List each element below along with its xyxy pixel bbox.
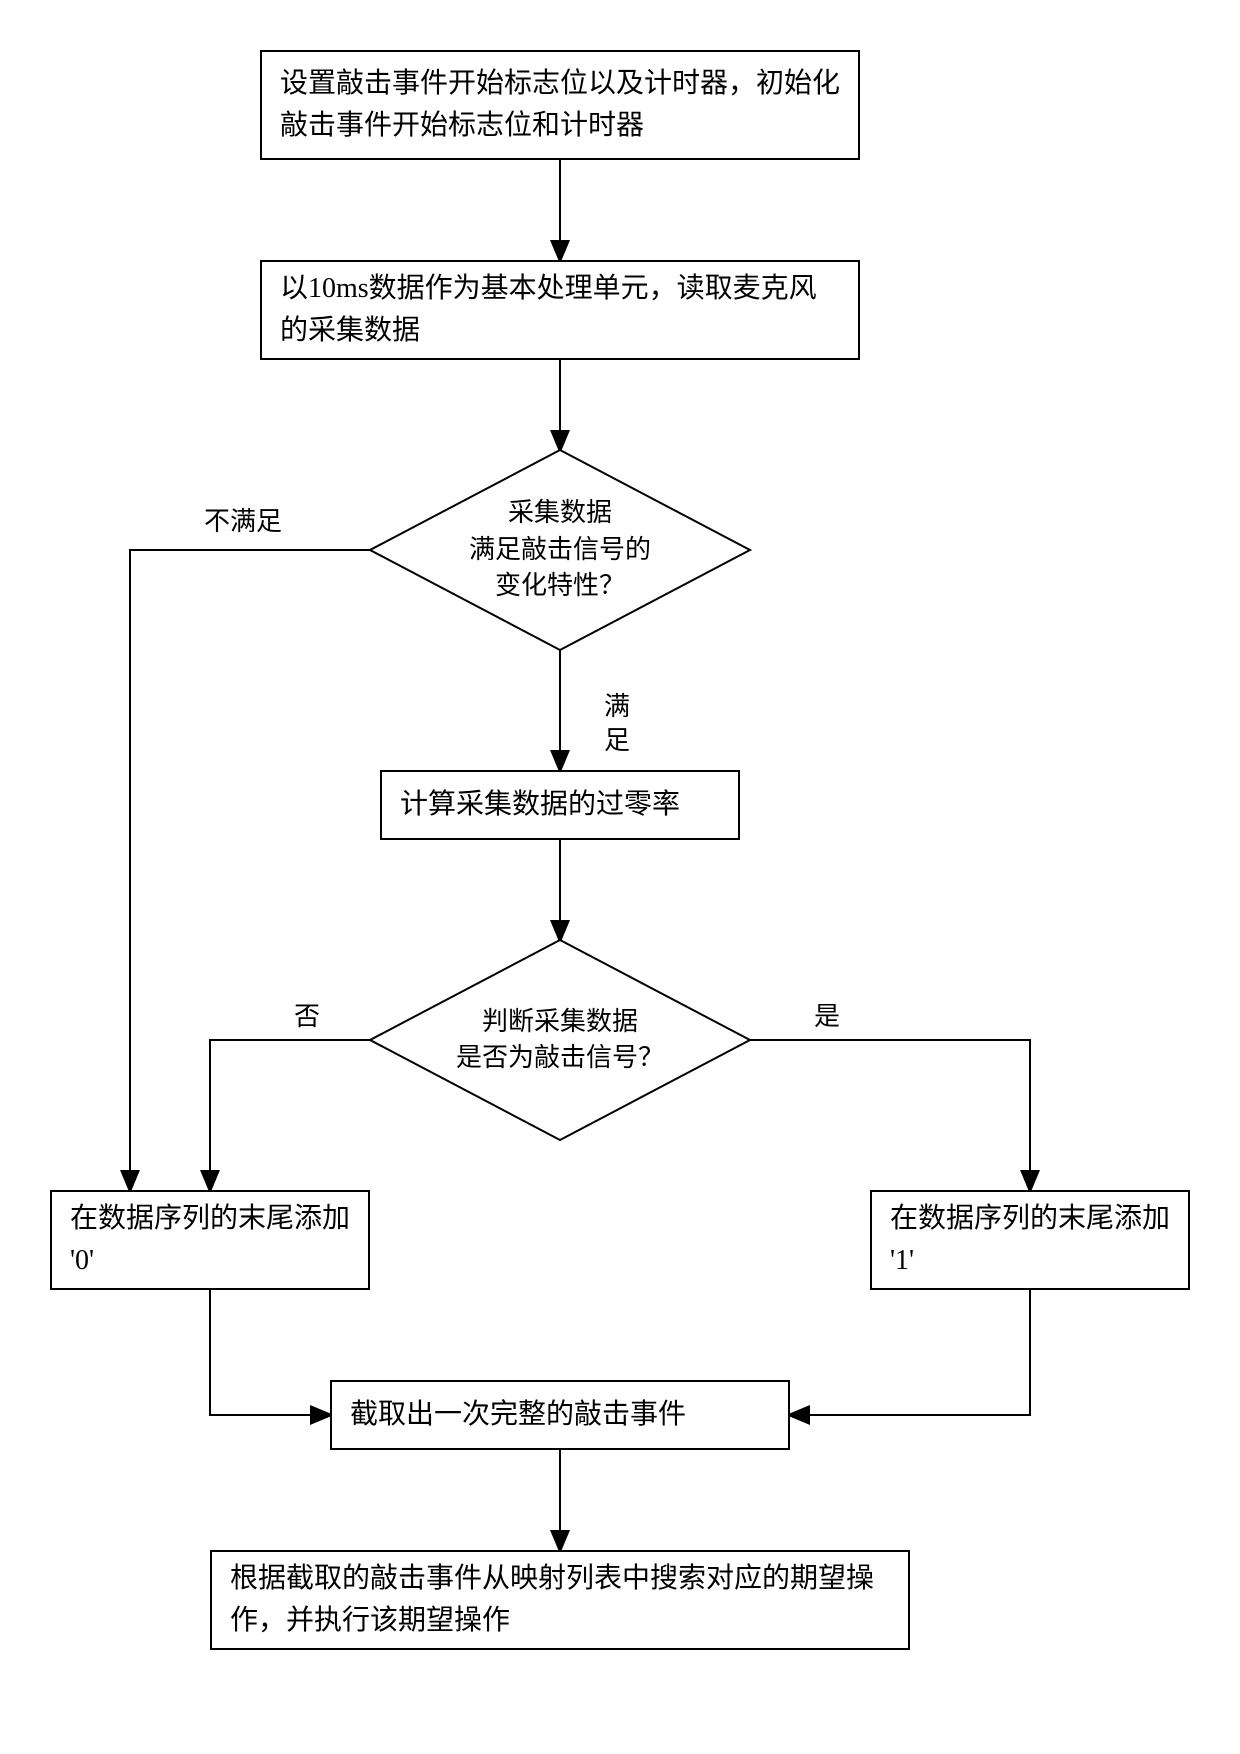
edge-label-3: 不满足 (200, 505, 286, 539)
box-text: 根据截取的敲击事件从映射列表中搜索对应的期望操作，并执行该期望操作 (230, 1558, 890, 1642)
edge-d2-n4a (210, 1040, 370, 1190)
flowchart-box-n3: 计算采集数据的过零率 (380, 770, 740, 840)
edge-label-5: 否 (290, 1000, 324, 1034)
edge-d1-n4a (130, 550, 370, 1190)
flowchart-box-n5: 截取出一次完整的敲击事件 (330, 1380, 790, 1450)
box-text: 设置敲击事件开始标志位以及计时器，初始化敲击事件开始标志位和计时器 (280, 63, 840, 147)
flowchart-box-n4b: 在数据序列的末尾添加 '1' (870, 1190, 1190, 1290)
box-text: 在数据序列的末尾添加 '1' (890, 1198, 1170, 1282)
flowchart-box-n4a: 在数据序列的末尾添加 '0' (50, 1190, 370, 1290)
diamond-text: 采集数据 满足敲击信号的 变化特性？ (469, 495, 651, 604)
edge-d2-n4b (750, 1040, 1030, 1190)
edge-label-6: 是 (810, 1000, 844, 1034)
flowchart-box-n6: 根据截取的敲击事件从映射列表中搜索对应的期望操作，并执行该期望操作 (210, 1550, 910, 1650)
box-text: 计算采集数据的过零率 (400, 784, 680, 826)
box-text: 截取出一次完整的敲击事件 (350, 1394, 686, 1436)
edge-n4b-n5 (790, 1290, 1030, 1415)
diamond-container-d1: 采集数据 满足敲击信号的 变化特性？ (370, 450, 750, 650)
diamond-text: 判断采集数据 是否为敲击信号？ (456, 1004, 664, 1077)
flowchart-box-n2: 以10ms数据作为基本处理单元，读取麦克风的采集数据 (260, 260, 860, 360)
box-text: 以10ms数据作为基本处理单元，读取麦克风的采集数据 (280, 268, 840, 352)
edge-n4a-n5 (210, 1290, 330, 1415)
edge-label-2: 满 足 (600, 690, 634, 758)
box-text: 在数据序列的末尾添加 '0' (70, 1198, 350, 1282)
flowchart-box-n1: 设置敲击事件开始标志位以及计时器，初始化敲击事件开始标志位和计时器 (260, 50, 860, 160)
diamond-container-d2: 判断采集数据 是否为敲击信号？ (370, 940, 750, 1140)
